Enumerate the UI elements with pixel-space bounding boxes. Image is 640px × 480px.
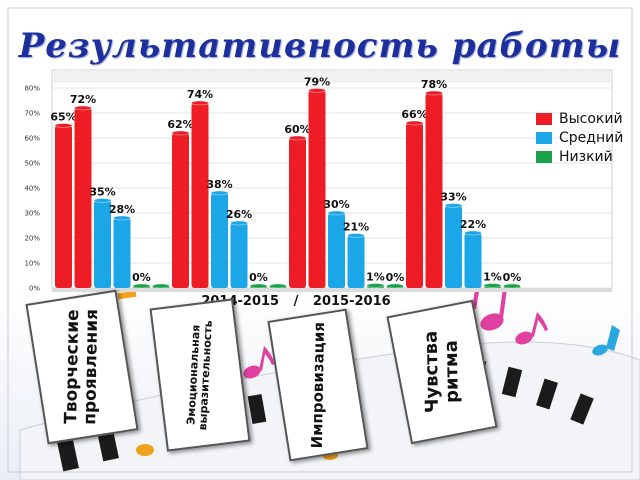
data-label: 72% (70, 93, 96, 106)
legend-label-high: Высокий (559, 110, 623, 127)
data-label: 78% (421, 78, 447, 91)
bar-cap (210, 190, 229, 196)
bar (445, 205, 462, 288)
bar-cap (230, 220, 248, 226)
y-tick-label: 20% (24, 235, 40, 243)
data-label: 38% (206, 178, 232, 191)
bar-cap (327, 210, 346, 216)
data-label: 65% (50, 111, 76, 124)
bar (74, 108, 92, 288)
category-card-improvisation-line-1: Импровизация (307, 321, 328, 449)
data-label: 0% (249, 271, 268, 284)
bar (211, 193, 228, 288)
slide-title: Результативность работы (18, 26, 622, 66)
data-label: 62% (167, 118, 193, 131)
legend-swatch-high (536, 112, 552, 125)
bar (328, 213, 345, 288)
data-label: 21% (343, 221, 369, 234)
data-label: 33% (440, 191, 466, 204)
category-card-emotional-text: Эмоциональная выразительность (184, 319, 215, 431)
data-label: 35% (89, 186, 115, 199)
bar-cap (93, 198, 112, 203)
chart-floor (52, 288, 612, 292)
data-label: 1% (366, 271, 385, 284)
category-card-rhythm-line-2: ритма (440, 340, 463, 404)
legend-swatch-medium (536, 131, 552, 144)
category-card-improvisation-text: Импровизация (307, 321, 328, 449)
bar (230, 223, 248, 288)
data-label: 0% (132, 271, 151, 284)
bar-cap (74, 105, 92, 111)
data-label: 30% (323, 198, 349, 211)
data-label: 26% (226, 208, 252, 221)
y-tick-label: 40% (24, 185, 40, 193)
bar (464, 233, 482, 288)
bar-cap (386, 283, 404, 289)
period-separator: / (293, 294, 299, 309)
bar-cap (269, 283, 287, 289)
category-card-creative-text: Творческие проявления (61, 309, 103, 426)
bar (172, 133, 189, 288)
bar (113, 218, 131, 288)
legend-label-medium: Средний (559, 129, 624, 146)
y-tick-label: 0% (29, 285, 40, 293)
bar-cap (444, 203, 463, 208)
category-card-rhythm-text: Чувства ритма (420, 330, 463, 414)
legend-item-low: Низкий (536, 147, 623, 166)
y-tick-label: 80% (24, 85, 40, 93)
bar-cap (132, 283, 151, 289)
legend-label-low: Низкий (559, 148, 613, 165)
data-label: 0% (503, 271, 522, 284)
data-label: 22% (460, 218, 486, 231)
y-tick-label: 60% (24, 135, 40, 143)
plot-top-strip (53, 69, 611, 83)
data-label: 74% (187, 88, 213, 101)
bar (347, 235, 365, 288)
y-tick-label: 10% (24, 260, 40, 268)
category-card-rhythm-line-1: Чувства (420, 330, 443, 414)
bar-cap (171, 130, 190, 136)
y-tick-label: 30% (24, 210, 40, 218)
bar-cap (464, 230, 482, 236)
bar (94, 200, 111, 288)
bar-cap (347, 233, 365, 238)
period-to: 2015-2016 (312, 294, 391, 309)
bar-cap (54, 123, 73, 128)
bar-cap (366, 283, 385, 288)
y-tick-label: 50% (24, 160, 40, 168)
bar-cap (308, 88, 326, 93)
bar (289, 138, 306, 288)
bar-cap (405, 120, 424, 126)
bar (191, 103, 209, 288)
bar-cap (191, 100, 209, 106)
chart-legend: Высокий Средний Низкий (536, 109, 623, 166)
bar-cap (152, 283, 170, 289)
bar (406, 123, 423, 288)
data-label: 79% (304, 76, 330, 89)
category-card-emotional: Эмоциональная выразительность (149, 298, 251, 452)
bar-cap (113, 215, 131, 221)
bar-cap (483, 283, 502, 288)
legend-swatch-low (536, 150, 552, 163)
bar (55, 125, 72, 288)
data-label: 66% (401, 108, 427, 121)
bar-cap (249, 283, 268, 289)
data-label: 60% (284, 123, 310, 136)
category-card-creative-line-2: проявления (79, 309, 103, 426)
legend-item-medium: Средний (536, 128, 623, 147)
legend-item-high: Высокий (536, 109, 623, 128)
bar (308, 90, 326, 288)
y-tick-label: 70% (24, 110, 40, 118)
data-label: 0% (386, 271, 405, 284)
bar-cap (503, 283, 521, 289)
data-label: 28% (109, 203, 135, 216)
bar-cap (288, 135, 307, 141)
data-label: 1% (483, 271, 502, 284)
bar-cap (425, 90, 443, 96)
bar (425, 93, 443, 288)
